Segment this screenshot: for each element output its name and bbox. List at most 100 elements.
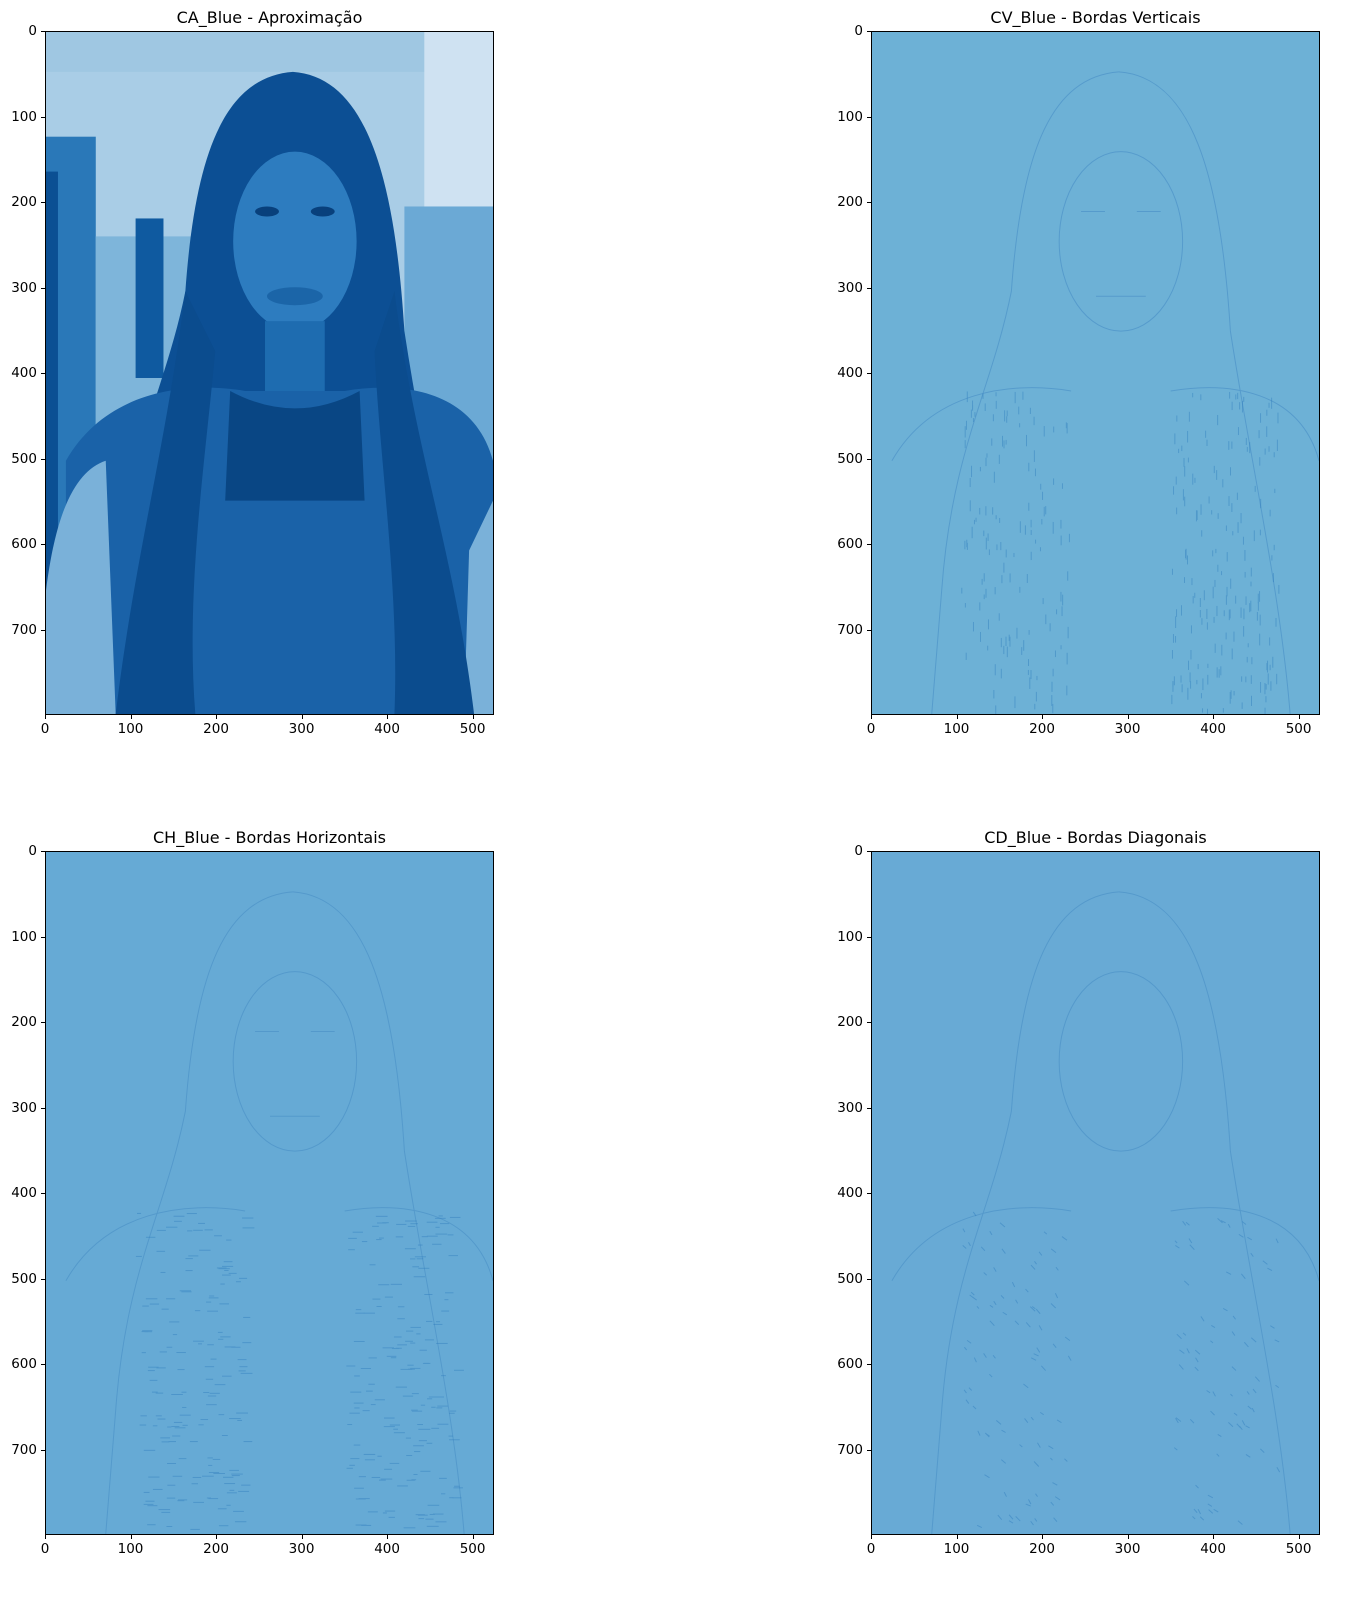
- y-tick-mark: [41, 851, 45, 852]
- image-content: [46, 32, 493, 714]
- y-tick-mark: [867, 31, 871, 32]
- edge-hair-left: [931, 71, 1119, 714]
- right-arm: [464, 500, 493, 714]
- edge-stroke: [1200, 1316, 1205, 1322]
- edge-stroke: [1050, 1248, 1057, 1254]
- x-tick-label: 200: [1029, 1541, 1055, 1557]
- edge-features: [255, 1030, 335, 1117]
- y-tick-mark: [41, 1449, 45, 1451]
- edge-stroke: [1239, 1425, 1243, 1431]
- edge-hair-right: [1118, 71, 1291, 714]
- y-tick-mark: [41, 287, 45, 289]
- edge-stroke: [1015, 1299, 1019, 1304]
- edge-stroke: [1241, 1221, 1247, 1225]
- left-door-edge: [46, 171, 58, 714]
- edge-stroke: [1001, 1429, 1006, 1433]
- edge-stroke: [1011, 1281, 1016, 1288]
- x-tick-mark: [956, 1535, 958, 1539]
- y-tick-mark: [867, 1107, 871, 1109]
- edge-stroke: [1030, 1357, 1037, 1361]
- y-tick-mark: [41, 373, 45, 374]
- left-eye: [255, 206, 279, 217]
- edge-stroke: [1038, 1325, 1043, 1331]
- y-tick-label: 700: [11, 1441, 37, 1458]
- edge-texture: [962, 1211, 1281, 1528]
- edge-hair-right: [1118, 891, 1291, 1534]
- edge-stroke: [993, 1300, 997, 1306]
- y-tick-label: 500: [11, 450, 37, 467]
- x-tick-label: 0: [866, 1541, 876, 1557]
- subplot-title: CA_Blue - Aproximação: [176, 8, 363, 27]
- edge-stroke: [1050, 1457, 1053, 1461]
- edge-stroke: [1206, 1390, 1211, 1394]
- edge-stroke: [1245, 1425, 1250, 1429]
- y-tick-mark: [41, 1022, 45, 1023]
- edge-stroke: [1024, 1418, 1029, 1424]
- edge-stroke: [970, 1291, 975, 1296]
- image-content: [872, 32, 1319, 714]
- x-tick-mark: [216, 1535, 218, 1539]
- edge-stroke: [1176, 1333, 1182, 1340]
- image-plot-area: [45, 851, 494, 1535]
- neck: [265, 321, 325, 401]
- edge-stroke: [1276, 1466, 1281, 1473]
- edge-stroke: [1197, 1508, 1201, 1515]
- edge-stroke: [983, 1272, 988, 1276]
- x-tick-mark: [301, 1535, 303, 1539]
- y-tick-mark: [41, 629, 45, 631]
- edge-stroke: [1182, 1220, 1187, 1226]
- edge-stroke: [1212, 1391, 1216, 1397]
- x-tick-mark: [472, 715, 474, 719]
- edge-shoulders: [891, 1207, 1319, 1281]
- edge-stroke: [1034, 1261, 1037, 1265]
- y-tick-mark: [867, 287, 871, 289]
- edge-stroke: [1228, 1421, 1234, 1428]
- y-tick-label: 600: [11, 1356, 37, 1372]
- y-tick-label: 0: [854, 843, 863, 859]
- x-tick-mark: [956, 715, 958, 719]
- edge-stroke: [1037, 1442, 1041, 1448]
- locker-dark: [135, 218, 164, 378]
- edge-map-background: [872, 32, 1319, 714]
- edge-stroke: [1029, 1306, 1036, 1312]
- y-tick-label: 700: [837, 1441, 863, 1458]
- edge-stroke: [989, 1230, 993, 1236]
- edge-stroke: [1238, 1233, 1244, 1238]
- edge-stroke: [1030, 1264, 1036, 1270]
- edge-face: [1058, 151, 1184, 332]
- x-tick-mark: [130, 1535, 132, 1539]
- y-tick-label: 300: [837, 1099, 863, 1116]
- edge-stroke: [1246, 1391, 1250, 1395]
- edge-stroke: [1237, 1520, 1243, 1525]
- y-tick-label: 500: [11, 1270, 37, 1287]
- y-tick-label: 100: [11, 108, 37, 125]
- x-tick-mark: [301, 715, 303, 719]
- image-plot-area: [871, 851, 1320, 1535]
- edge-stroke: [1231, 1366, 1237, 1371]
- x-tick-label: 200: [203, 721, 229, 737]
- edge-stroke: [1030, 1520, 1034, 1526]
- y-tick-label: 300: [837, 279, 863, 296]
- edge-stroke: [1056, 1419, 1062, 1424]
- edge-stroke: [966, 1339, 972, 1344]
- y-tick-label: 400: [837, 365, 863, 381]
- edge-stroke: [1019, 1444, 1023, 1448]
- ceiling: [46, 32, 493, 72]
- edge-stroke: [1035, 1493, 1038, 1497]
- edge-stroke: [965, 1399, 970, 1404]
- hair-strand-right: [374, 291, 475, 714]
- x-tick-label: 400: [374, 1541, 400, 1557]
- x-tick-mark: [871, 1535, 872, 1539]
- edge-stroke: [1247, 1236, 1253, 1241]
- x-tick-label: 300: [1114, 1541, 1141, 1557]
- edge-stroke: [1232, 1315, 1236, 1320]
- x-tick-mark: [45, 1535, 46, 1539]
- edge-stroke: [1247, 1405, 1252, 1410]
- edge-stroke: [984, 1432, 990, 1438]
- edge-outline: [891, 891, 1319, 1534]
- edge-stroke: [1274, 1339, 1280, 1343]
- edge-stroke: [1217, 1218, 1223, 1224]
- x-tick-label: 100: [117, 1541, 144, 1557]
- edge-stroke: [1222, 1308, 1228, 1312]
- x-tick-mark: [1298, 1535, 1300, 1539]
